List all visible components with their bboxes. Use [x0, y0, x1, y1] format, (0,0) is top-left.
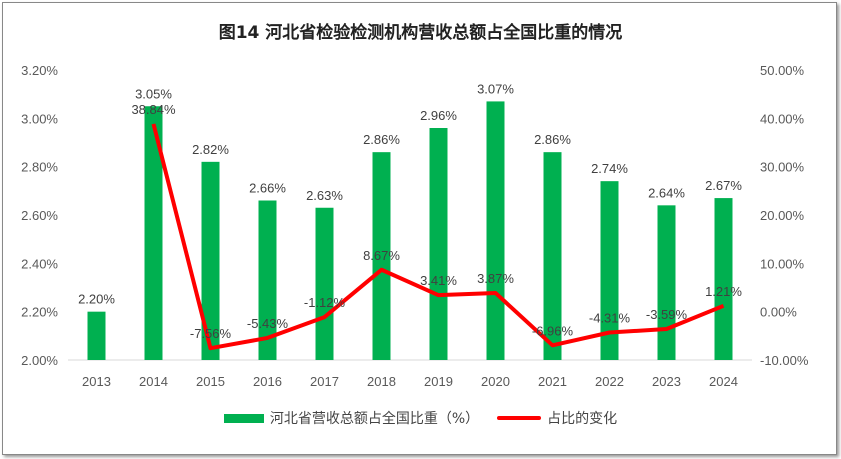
bar-data-label: 3.07%	[477, 81, 514, 96]
line-data-label: 3.87%	[477, 271, 514, 286]
right-tick-label: 0.00%	[760, 305, 797, 320]
bar	[372, 152, 391, 360]
right-tick-label: 50.00%	[760, 63, 805, 78]
bar-data-label: 2.82%	[192, 142, 229, 157]
x-tick-label: 2023	[652, 374, 681, 389]
line-data-label: -5.43%	[247, 316, 289, 331]
left-tick-label: 2.00%	[21, 353, 58, 368]
bar-data-label: 3.05%	[135, 86, 172, 101]
line-data-label: -6.96%	[532, 323, 574, 338]
right-tick-label: 10.00%	[760, 256, 805, 271]
bar-data-label: 2.66%	[249, 181, 286, 196]
right-tick-label: -10.00%	[760, 353, 809, 368]
bar	[600, 181, 619, 360]
bar	[144, 106, 163, 360]
line-data-label: -1.12%	[304, 295, 346, 310]
bar-data-label: 2.67%	[705, 178, 742, 193]
line-data-label: -4.31%	[589, 310, 631, 325]
bar	[87, 311, 106, 360]
legend-line-swatch	[497, 416, 542, 420]
bar-data-label: 2.96%	[420, 108, 457, 123]
x-tick-label: 2015	[196, 374, 225, 389]
x-tick-label: 2017	[310, 374, 339, 389]
x-tick-label: 2018	[367, 374, 396, 389]
chart-frame	[2, 2, 837, 455]
bar-data-label: 2.20%	[78, 292, 115, 307]
bar	[429, 128, 448, 360]
legend: 河北省营收总额占全国比重（%） 占比的变化	[0, 408, 841, 428]
left-tick-label: 2.60%	[21, 208, 58, 223]
line-data-label: 1.21%	[705, 284, 742, 299]
x-tick-label: 2021	[538, 374, 567, 389]
right-tick-label: 30.00%	[760, 160, 805, 175]
right-tick-label: 40.00%	[760, 111, 805, 126]
bar-data-label: 2.86%	[534, 132, 571, 147]
bar	[543, 152, 562, 360]
bar-data-label: 2.86%	[363, 132, 400, 147]
x-tick-label: 2016	[253, 374, 282, 389]
x-tick-label: 2024	[709, 374, 738, 389]
x-tick-label: 2013	[82, 374, 111, 389]
bar-data-label: 2.64%	[648, 185, 685, 200]
bar	[315, 207, 334, 360]
bar	[486, 101, 505, 361]
legend-bar-label: 河北省营收总额占全国比重（%）	[269, 411, 480, 427]
line-data-label: -3.59%	[646, 307, 688, 322]
x-tick-label: 2019	[424, 374, 453, 389]
line-data-label: 3.41%	[420, 273, 457, 288]
left-tick-label: 2.20%	[21, 305, 58, 320]
line-data-label: 38.84%	[131, 102, 176, 117]
right-tick-label: 20.00%	[760, 208, 805, 223]
legend-line-label: 占比的变化	[547, 411, 618, 427]
left-tick-label: 2.40%	[21, 256, 58, 271]
left-tick-label: 2.80%	[21, 160, 58, 175]
bar	[258, 200, 277, 360]
left-tick-label: 3.20%	[21, 63, 58, 78]
line-data-label: 8.67%	[363, 248, 400, 263]
bar-data-label: 2.74%	[591, 161, 628, 176]
x-tick-label: 2020	[481, 374, 510, 389]
left-tick-label: 3.00%	[21, 111, 58, 126]
x-tick-label: 2022	[595, 374, 624, 389]
bar	[714, 198, 733, 360]
line-data-label: -7.56%	[190, 326, 232, 341]
bar	[657, 205, 676, 360]
chart-title: 图14 河北省检验检测机构营收总额占全国比重的情况	[218, 23, 623, 43]
legend-bar-swatch	[223, 413, 264, 423]
bar	[201, 161, 220, 360]
x-tick-label: 2014	[139, 374, 168, 389]
bar-data-label: 2.63%	[306, 188, 343, 203]
